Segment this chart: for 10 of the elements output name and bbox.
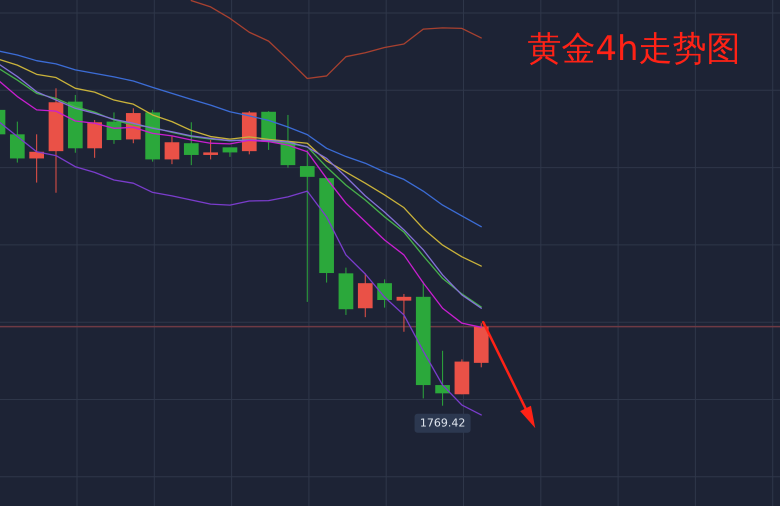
candlestick xyxy=(396,293,412,332)
candlestick xyxy=(164,136,180,165)
candlestick xyxy=(106,112,122,144)
annotation: 1769.42 xyxy=(420,416,466,430)
candlestick xyxy=(300,149,315,302)
chart-title: 黄金4h走势图 xyxy=(527,29,741,69)
candlestick xyxy=(377,278,392,308)
candlestick xyxy=(435,350,450,406)
candlestick xyxy=(184,122,199,166)
candlestick xyxy=(203,140,218,160)
